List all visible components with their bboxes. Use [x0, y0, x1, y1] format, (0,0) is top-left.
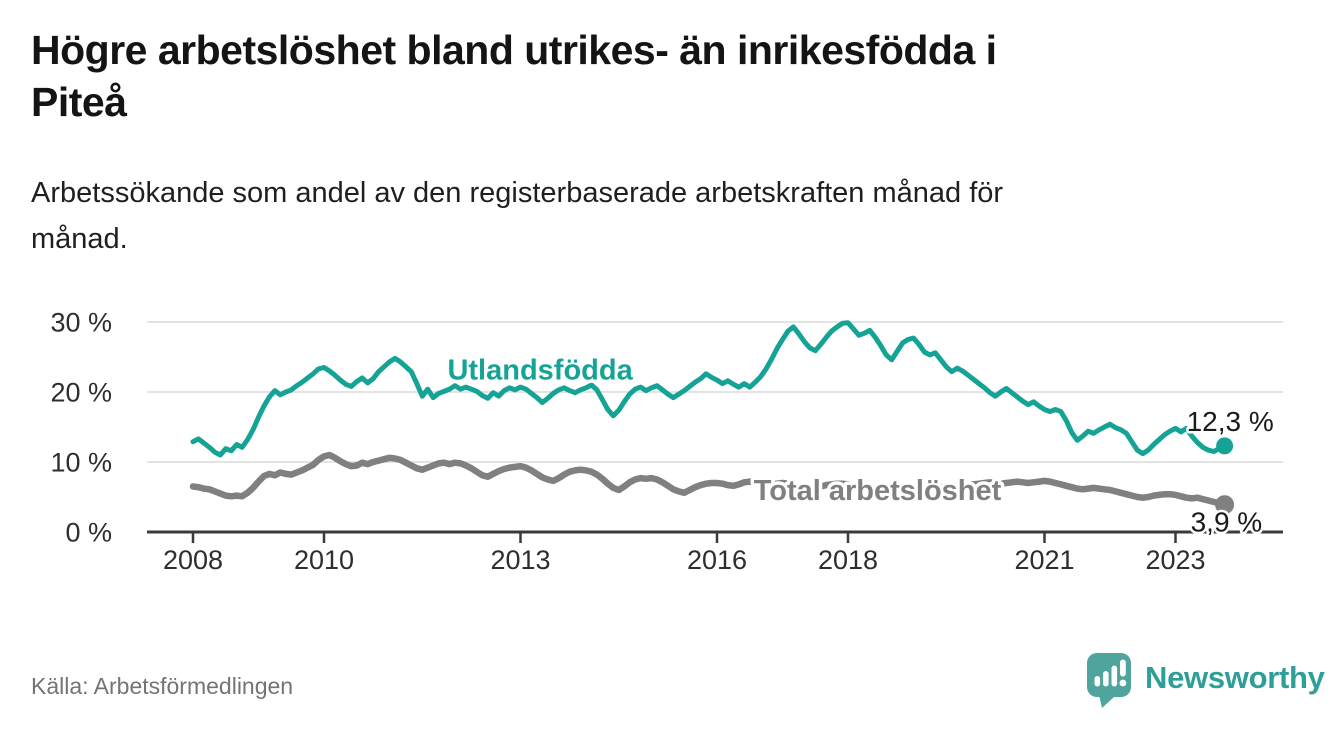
- series-end-value-label: 12,3 %: [1187, 406, 1274, 437]
- series-line-total: [189, 451, 1228, 508]
- y-tick-label: 10 %: [50, 448, 112, 478]
- series-inline-label: Utlandsfödda: [447, 355, 633, 387]
- page-subtitle: Arbetssökande som andel av den registerb…: [31, 177, 1004, 255]
- x-tick-label: 2016: [687, 545, 747, 575]
- y-tick-label: 30 %: [50, 308, 112, 338]
- newsworthy-logo-icon: [1087, 653, 1131, 708]
- newsworthy-brand: Newsworthy: [1086, 652, 1325, 710]
- x-tick-label: 2008: [163, 545, 223, 575]
- y-tick-label: 0 %: [65, 518, 112, 548]
- page-title: Högre arbetslöshet bland utrikes- än inr…: [31, 27, 997, 125]
- x-tick-label: 2023: [1145, 545, 1205, 575]
- series-inline-label: Total arbetslöshet: [754, 475, 1002, 507]
- series-endpoint-dot: [1215, 495, 1235, 515]
- y-tick-label: 20 %: [50, 378, 112, 408]
- series-line-utlandsfodda: [190, 320, 1228, 458]
- x-tick-label: 2018: [818, 545, 878, 575]
- x-tick-label: 2013: [490, 545, 550, 575]
- series-endpoint-dot: [1216, 437, 1234, 455]
- brand-name: Newsworthy: [1145, 660, 1325, 695]
- series-end-value-label: 3,9 %: [1191, 507, 1263, 538]
- x-tick-label: 2010: [294, 545, 354, 575]
- source-note: Källa: Arbetsförmedlingen: [31, 673, 294, 699]
- x-tick-label: 2021: [1014, 545, 1074, 575]
